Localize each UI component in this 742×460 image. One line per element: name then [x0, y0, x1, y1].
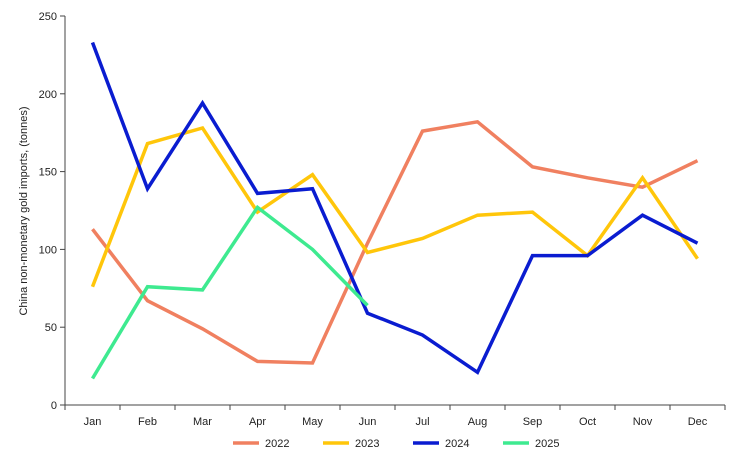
y-axis-ticks: 0 50 100 150 200 250 — [39, 11, 65, 412]
x-tick-label: Jun — [359, 416, 377, 428]
x-tick-label: Jul — [415, 416, 429, 428]
x-tick-label: Dec — [688, 416, 708, 428]
y-tick-label: 0 — [51, 400, 57, 412]
y-tick-label: 200 — [39, 89, 57, 101]
legend-label-2023: 2023 — [355, 438, 379, 450]
x-tick-label: Feb — [138, 416, 157, 428]
series-line-2022 — [91, 119, 699, 365]
legend-label-2022: 2022 — [265, 438, 289, 450]
y-tick-label: 100 — [39, 244, 57, 256]
legend: 2022 2023 2024 2025 — [233, 438, 559, 450]
y-tick-label: 150 — [39, 167, 57, 179]
legend-label-2024: 2024 — [445, 438, 469, 450]
series-line-2024 — [90, 41, 699, 375]
x-tick-label: Nov — [633, 416, 653, 428]
legend-label-2025: 2025 — [535, 438, 559, 450]
series-line-2023 — [90, 125, 699, 288]
x-axis-ticks: Jan Feb Mar Apr May Jun Jul Aug Sep Oct Nov Dec — [64, 405, 726, 428]
x-tick-label: Oct — [579, 416, 596, 428]
x-tick-label: May — [302, 416, 323, 428]
x-tick-label: Mar — [193, 416, 212, 428]
y-tick-label: 50 — [45, 322, 57, 334]
x-tick-label: Apr — [249, 416, 266, 428]
series-line-2025 — [90, 204, 369, 380]
x-tick-label: Aug — [468, 416, 488, 428]
y-tick-label: 250 — [39, 11, 57, 23]
series-lines — [90, 41, 699, 380]
x-tick-label: Sep — [523, 416, 543, 428]
x-tick-label: Jan — [84, 416, 102, 428]
y-axis-title: China non-monetary gold imports, (tonnes… — [18, 106, 30, 315]
